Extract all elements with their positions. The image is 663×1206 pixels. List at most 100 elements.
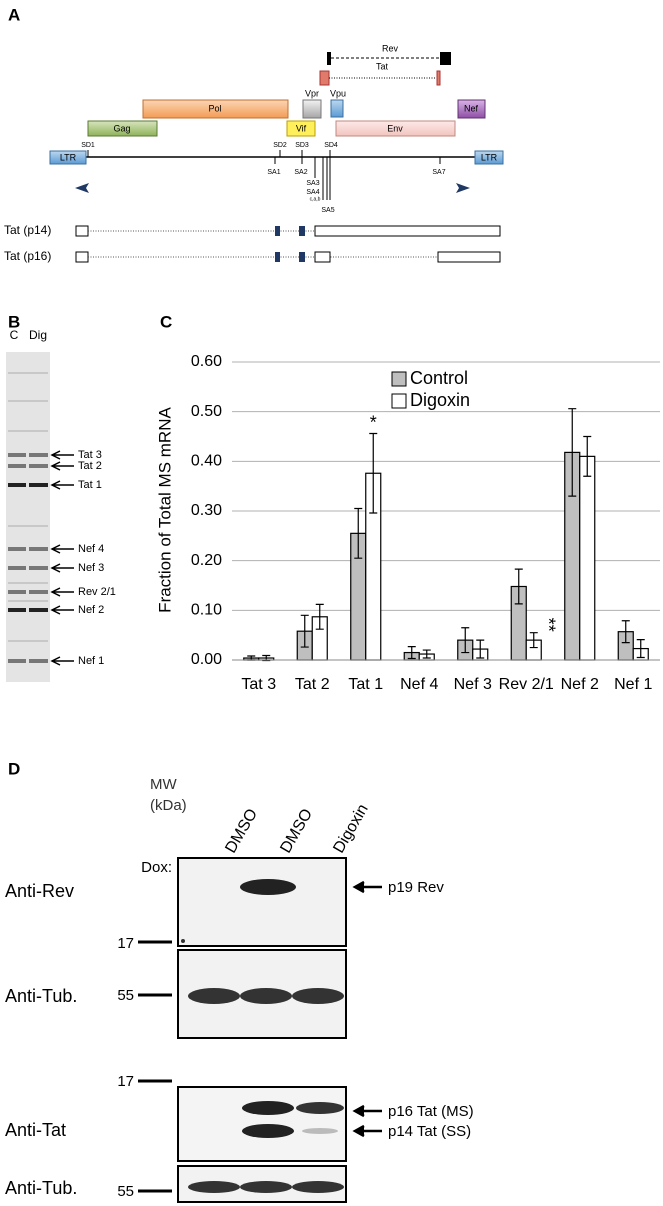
panel-letter: D: [8, 759, 20, 778]
marker-label: 17: [117, 935, 134, 952]
x-tick-label: Nef 4: [400, 676, 438, 693]
band: [292, 988, 344, 1004]
antibody-label: Anti-Tat: [5, 1120, 66, 1140]
error-bar: [354, 507, 363, 559]
band: [8, 464, 26, 468]
antibody-label: Anti-Tub.: [5, 1178, 77, 1198]
x-tick-label: Tat 1: [348, 676, 383, 693]
lane-label: C: [10, 328, 19, 342]
arrow: [50, 480, 74, 490]
x-tick-label: Nef 2: [561, 676, 599, 693]
band: [188, 988, 240, 1004]
band: [8, 547, 26, 551]
faint-band: [8, 640, 48, 642]
band: [29, 547, 48, 551]
antibody-label: Anti-Tub.: [5, 986, 77, 1006]
gene-label: Vpu: [330, 88, 346, 98]
error-bar: [315, 603, 324, 630]
gene-box: [335, 120, 456, 137]
site-label: SA4: [306, 189, 319, 196]
band-label: Nef 1: [78, 655, 104, 667]
band: [8, 590, 26, 594]
primer: [75, 183, 89, 193]
band-label: Rev 2/1: [78, 586, 116, 598]
band-label: Tat 3: [78, 449, 102, 461]
panel-letter: A: [8, 5, 20, 24]
blot: [177, 857, 347, 947]
gel: [6, 352, 50, 682]
panel-a: A Rev Tat Pol Vpr Vpu Nef Gag Vif Env LT…: [4, 5, 504, 263]
gene-label: Vpr: [305, 88, 319, 98]
lane-label: Dig: [29, 328, 47, 342]
error-bar: [422, 649, 431, 659]
gene-label: Rev: [382, 43, 399, 53]
band-label: Nef 3: [78, 562, 104, 574]
error-bar: [461, 627, 470, 654]
band: [302, 1128, 338, 1134]
error-bar: [369, 432, 378, 514]
band: [240, 1181, 292, 1193]
arrow: [352, 1104, 382, 1118]
marker-label: 55: [117, 1183, 134, 1200]
band-label: Nef 2: [78, 604, 104, 616]
arrow: [50, 544, 74, 554]
transcript: [75, 251, 501, 263]
faint-band: [8, 400, 48, 402]
band: [242, 1124, 294, 1138]
lane-label: DMSO: [277, 806, 316, 856]
panel-letter: B: [8, 312, 20, 331]
tat-exon: [436, 70, 441, 86]
ltr-box: [49, 150, 87, 165]
error-bar: [621, 620, 630, 644]
band: [296, 1102, 344, 1114]
gene-box: [87, 120, 158, 137]
faint-band: [8, 600, 48, 602]
ltr-box: [474, 150, 504, 165]
site-label: SA5: [321, 207, 334, 214]
panel-letter: C: [160, 312, 172, 331]
y-tick-label: 0.00: [191, 651, 222, 668]
y-tick-label: 0.60: [191, 353, 222, 370]
band: [29, 483, 48, 487]
band: [8, 566, 26, 570]
faint-band: [8, 430, 48, 432]
site-label: SD1: [81, 142, 95, 149]
gene-label: Pol: [208, 103, 221, 113]
site-label: SD3: [295, 142, 309, 149]
band-label: Tat 2: [78, 460, 102, 472]
marker-label: 55: [117, 987, 134, 1004]
x-tick-label: Nef 1: [614, 676, 652, 693]
lane-label: Digoxin: [330, 801, 371, 856]
band: [8, 608, 26, 612]
site-label: SA3: [306, 180, 319, 187]
rev-exon: [327, 52, 331, 65]
gene-box: [142, 99, 289, 119]
legend-label: Digoxin: [410, 390, 470, 410]
error-bar: [300, 614, 309, 648]
rev-exon: [440, 52, 451, 65]
y-tick-label: 0.30: [191, 502, 222, 519]
band: [8, 453, 26, 457]
band-label: p16 Tat (MS): [388, 1103, 474, 1120]
transcript: [75, 225, 501, 237]
gene-box: [330, 99, 344, 118]
speck: [181, 939, 185, 943]
band: [29, 453, 48, 457]
site-label: SD4: [324, 142, 338, 149]
legend-label: Control: [410, 368, 468, 388]
site-label: SA1: [267, 169, 280, 176]
site-label: SD2: [273, 142, 287, 149]
error-bar: [583, 435, 592, 477]
gene-box: [457, 99, 486, 119]
antibody-label: Anti-Rev: [5, 881, 74, 901]
band-label: p19 Rev: [388, 879, 444, 896]
legend-swatch: [391, 371, 407, 387]
dox-label: Dox:: [141, 859, 172, 876]
arrow: [50, 656, 74, 666]
annotation: **: [539, 618, 559, 632]
gene-label: Env: [387, 123, 403, 133]
y-axis-label: Fraction of Total MS mRNA: [155, 407, 174, 613]
panel-d: D MW (kDa) DMSO DMSO Digoxin Dox: - × × …: [5, 759, 474, 1203]
